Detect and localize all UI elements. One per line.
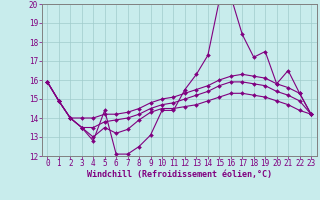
X-axis label: Windchill (Refroidissement éolien,°C): Windchill (Refroidissement éolien,°C) [87, 170, 272, 179]
